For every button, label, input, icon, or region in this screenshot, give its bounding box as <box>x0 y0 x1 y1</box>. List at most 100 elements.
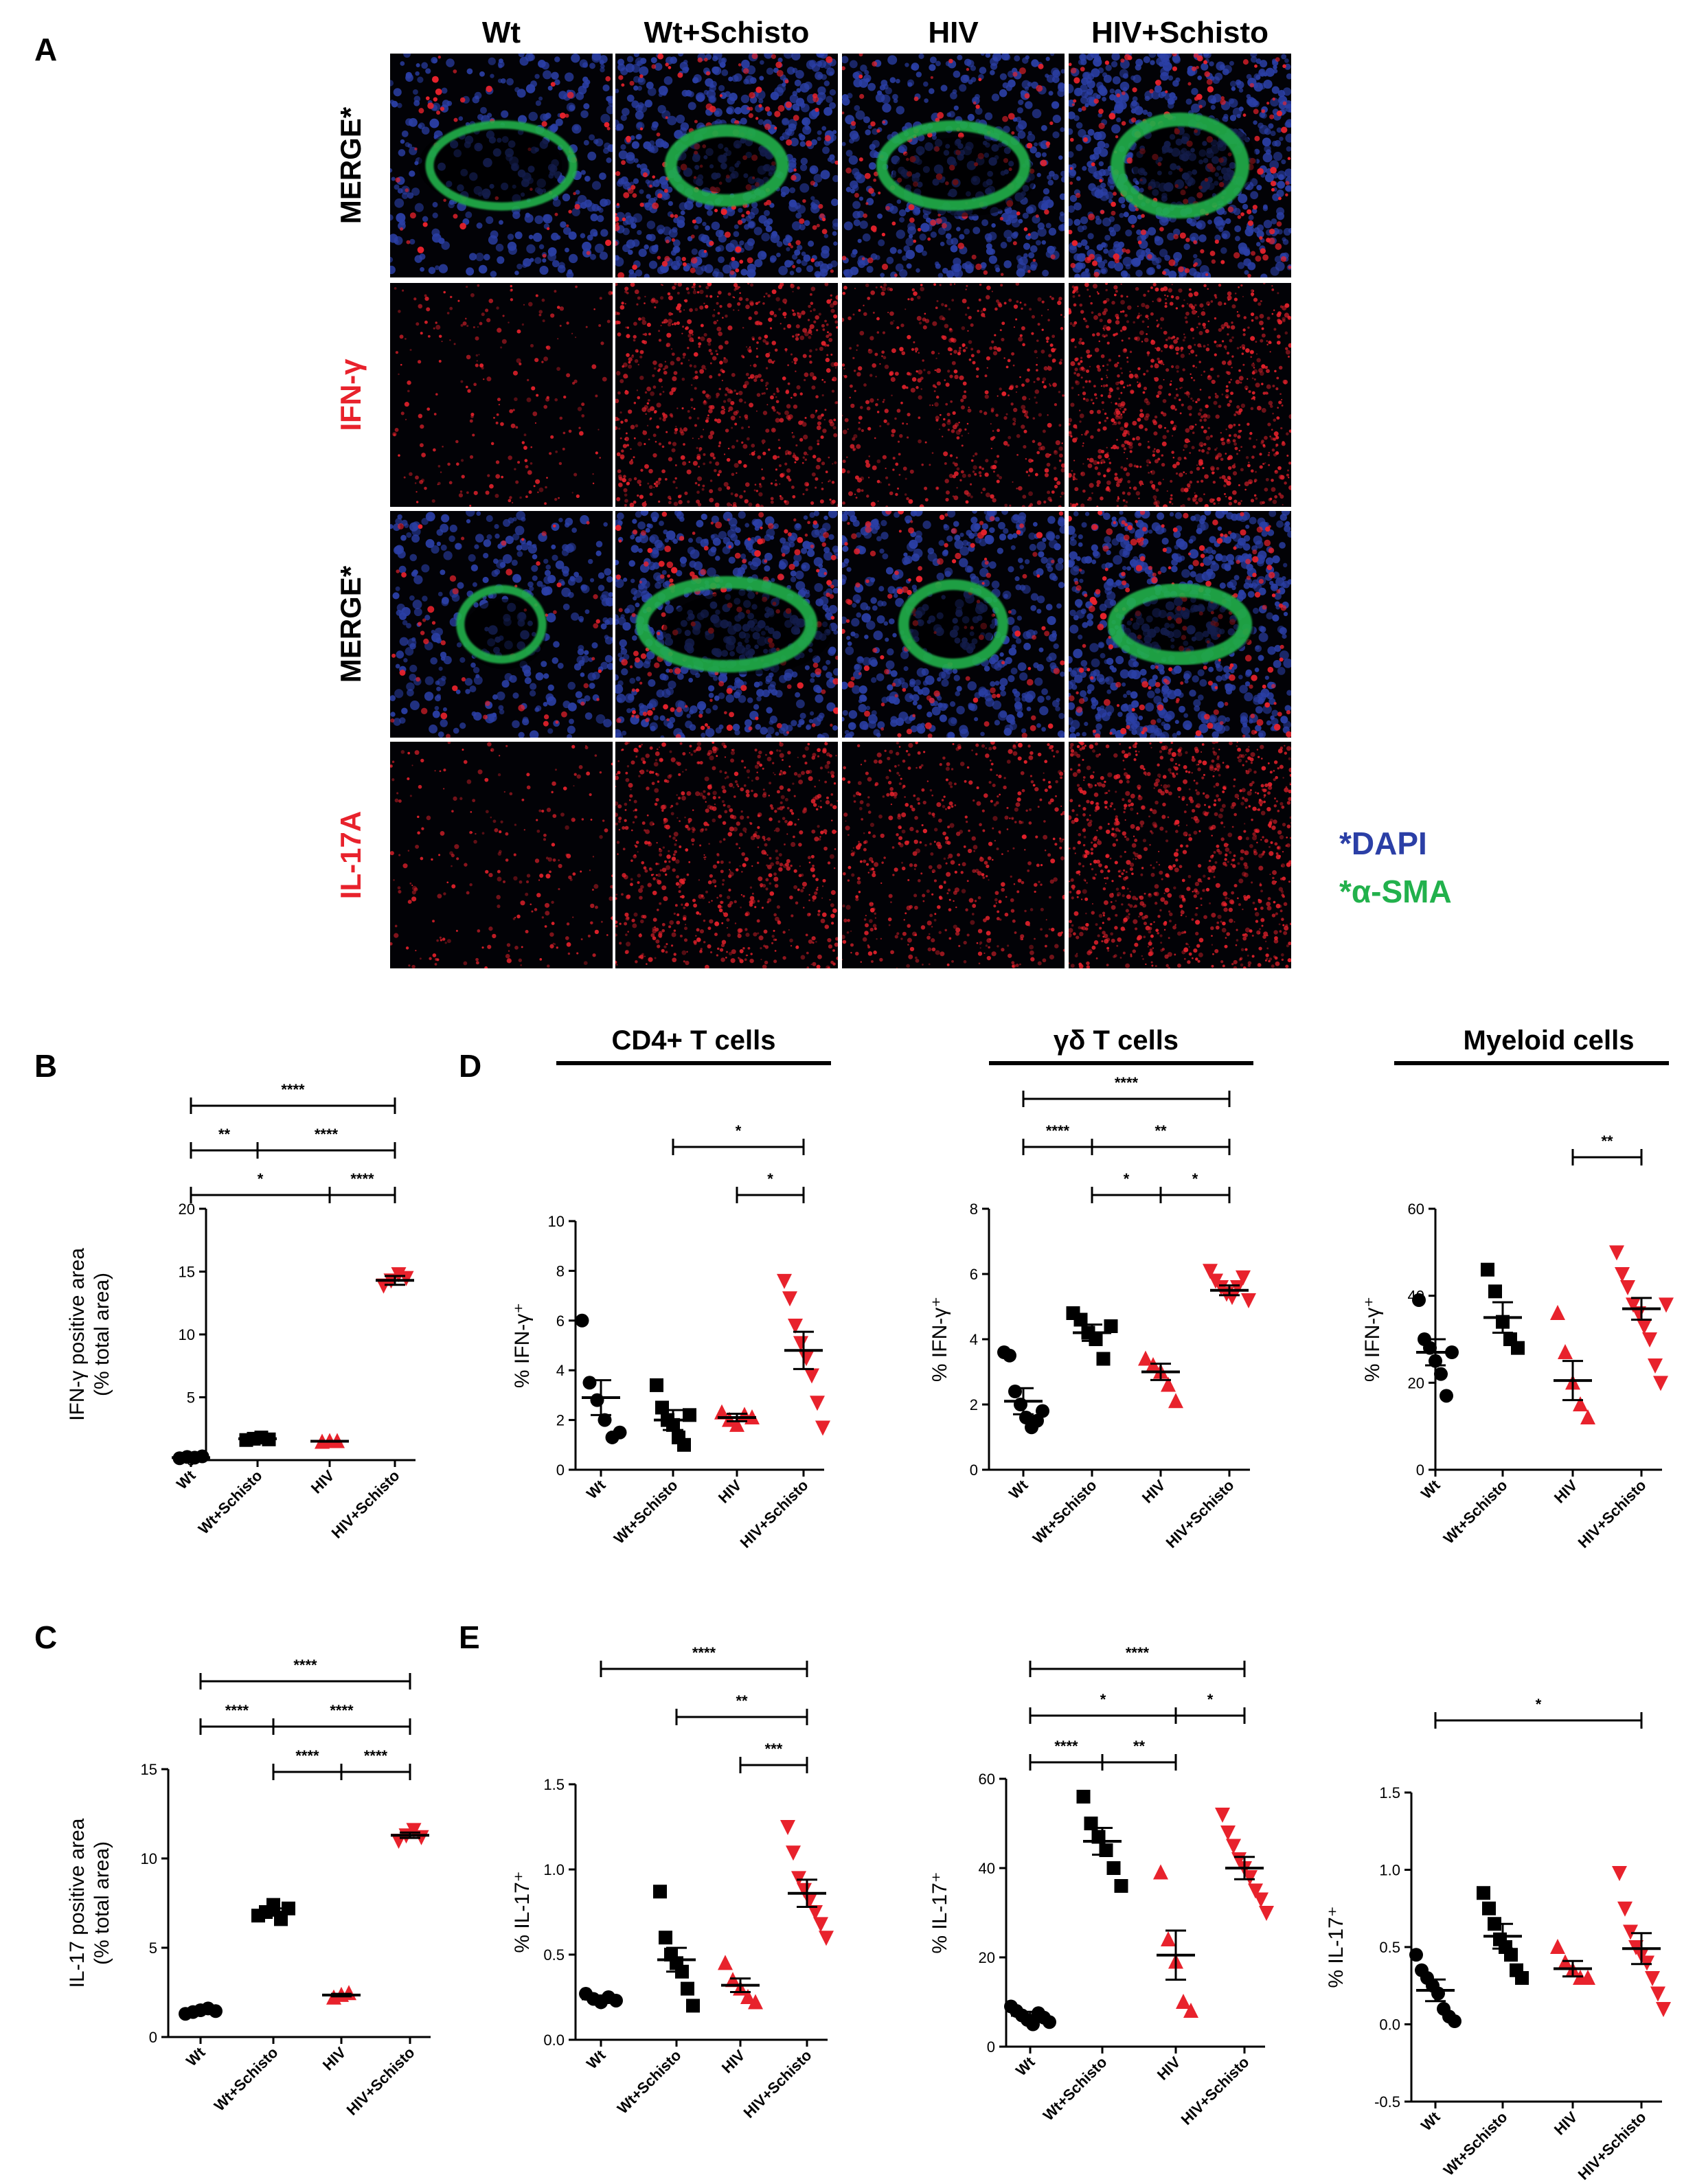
red-signal <box>1261 440 1264 443</box>
nucleus <box>857 238 862 243</box>
red-signal <box>710 352 714 356</box>
red-signal <box>967 330 969 332</box>
red-signal <box>1019 67 1026 75</box>
nucleus <box>853 219 861 227</box>
nucleus <box>1109 88 1115 94</box>
red-signal <box>1078 294 1081 297</box>
red-signal <box>1012 481 1014 483</box>
red-signal <box>762 451 766 455</box>
red-signal <box>1125 249 1130 254</box>
red-signal <box>763 391 766 395</box>
red-signal <box>951 338 957 343</box>
red-signal <box>1288 414 1291 420</box>
red-signal <box>437 55 442 59</box>
red-signal <box>632 354 634 356</box>
red-signal <box>1227 325 1231 329</box>
red-signal <box>642 172 648 178</box>
red-signal <box>1102 365 1104 367</box>
red-signal <box>1275 57 1280 62</box>
red-signal <box>1233 424 1236 426</box>
red-signal <box>510 288 513 291</box>
red-signal <box>1063 316 1065 318</box>
red-signal <box>970 354 975 358</box>
red-signal <box>714 502 720 507</box>
red-signal <box>819 213 825 218</box>
red-signal <box>1073 99 1077 103</box>
red-signal <box>1285 350 1290 355</box>
red-signal <box>1124 348 1127 352</box>
red-signal <box>785 350 787 352</box>
red-signal <box>715 350 718 352</box>
red-signal <box>812 308 816 312</box>
nucleus <box>1256 185 1262 191</box>
nucleus <box>624 181 630 187</box>
red-signal <box>637 296 641 300</box>
red-signal <box>694 481 698 485</box>
red-signal <box>1250 292 1255 296</box>
red-signal <box>585 326 588 328</box>
red-signal <box>628 409 633 414</box>
red-signal <box>854 389 856 392</box>
nucleus <box>407 144 413 148</box>
red-signal <box>1238 376 1244 381</box>
nucleus <box>637 77 646 85</box>
red-signal <box>1140 229 1147 236</box>
red-signal <box>1273 453 1277 457</box>
red-signal <box>1171 451 1174 454</box>
red-signal <box>866 494 869 498</box>
red-signal <box>741 214 745 218</box>
nucleus <box>1252 100 1260 108</box>
red-signal <box>488 298 494 304</box>
red-signal <box>1225 389 1229 393</box>
red-signal <box>538 310 543 314</box>
red-signal <box>1287 355 1290 358</box>
red-signal <box>1235 379 1240 385</box>
nucleus <box>499 220 503 225</box>
red-signal <box>652 433 657 437</box>
red-signal <box>930 76 933 79</box>
red-signal <box>1172 456 1175 459</box>
nucleus <box>808 240 815 247</box>
nucleus <box>532 232 543 242</box>
red-signal <box>696 446 698 449</box>
red-signal <box>615 426 618 431</box>
nucleus <box>957 54 963 60</box>
red-signal <box>619 305 625 310</box>
vessel-lumen <box>418 124 562 207</box>
red-signal <box>895 492 898 497</box>
red-signal <box>819 499 824 504</box>
nucleus <box>684 66 690 71</box>
nucleus <box>411 187 420 196</box>
nucleus <box>1088 183 1096 192</box>
nucleus <box>795 106 800 111</box>
red-signal <box>1170 365 1174 368</box>
nucleus <box>1146 267 1154 275</box>
red-signal <box>1104 420 1107 422</box>
red-signal <box>1223 345 1227 349</box>
nucleus <box>753 227 762 236</box>
red-signal <box>1244 488 1247 491</box>
nucleus <box>1097 67 1104 73</box>
nucleus <box>590 229 598 237</box>
red-signal <box>509 409 514 413</box>
red-signal <box>1034 350 1038 354</box>
red-signal <box>679 427 682 430</box>
red-signal <box>1104 453 1109 459</box>
nucleus <box>687 91 694 98</box>
red-signal <box>1147 318 1150 320</box>
red-signal <box>1170 420 1174 424</box>
red-signal <box>930 219 937 226</box>
red-signal <box>438 334 442 338</box>
nucleus <box>880 79 888 87</box>
red-signal <box>716 392 720 397</box>
red-signal <box>1069 308 1071 313</box>
red-signal <box>1240 500 1242 502</box>
red-signal <box>426 407 431 411</box>
red-signal <box>685 326 690 330</box>
nucleus <box>591 181 602 190</box>
red-signal <box>666 342 671 348</box>
red-signal <box>709 295 713 298</box>
red-signal <box>1156 394 1160 398</box>
nucleus <box>694 266 704 275</box>
nucleus <box>953 105 959 111</box>
